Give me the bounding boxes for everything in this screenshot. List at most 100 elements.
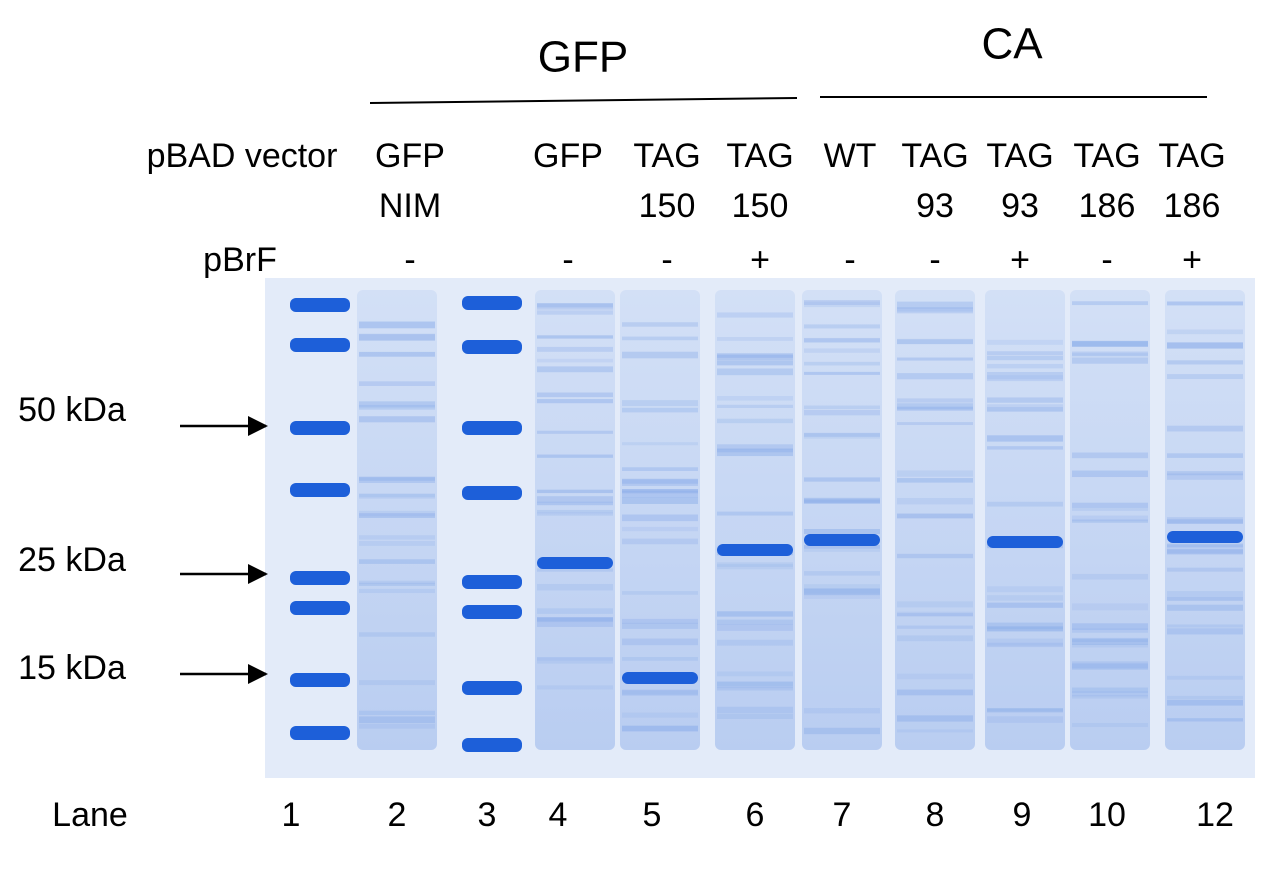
- vector-label: TAG: [901, 137, 968, 175]
- faint-band: [717, 404, 793, 409]
- faint-band: [897, 301, 973, 309]
- faint-band: [987, 355, 1063, 361]
- faint-band: [622, 725, 698, 732]
- faint-band: [897, 373, 973, 380]
- faint-band: [804, 544, 880, 549]
- faint-band: [359, 476, 435, 481]
- band: [462, 421, 522, 435]
- faint-band: [717, 418, 793, 424]
- faint-band: [622, 407, 698, 413]
- faint-band: [804, 584, 880, 590]
- faint-band: [717, 624, 793, 631]
- faint-band: [717, 312, 793, 318]
- faint-band: [359, 493, 435, 498]
- faint-band: [1167, 360, 1243, 365]
- band: [622, 672, 698, 684]
- faint-band: [359, 582, 435, 587]
- faint-band: [987, 586, 1063, 593]
- faint-band: [717, 564, 793, 570]
- faint-band: [987, 622, 1063, 629]
- faint-band: [359, 381, 435, 387]
- faint-band: [359, 680, 435, 686]
- faint-band: [987, 602, 1063, 608]
- faint-band: [1072, 603, 1148, 611]
- faint-band: [1072, 687, 1148, 693]
- faint-band: [987, 375, 1063, 382]
- faint-band: [987, 446, 1063, 450]
- faint-band: [1167, 700, 1243, 706]
- vector-label: 150: [732, 187, 789, 225]
- faint-band: [1072, 340, 1148, 347]
- lane-number: 1: [282, 796, 301, 834]
- faint-band: [1167, 543, 1243, 548]
- faint-band: [1072, 341, 1148, 347]
- faint-band: [622, 712, 698, 718]
- marker-label: 50 kDa: [18, 391, 126, 429]
- faint-band: [804, 528, 880, 535]
- faint-band: [1167, 597, 1243, 601]
- faint-band: [804, 497, 880, 503]
- faint-band: [1167, 519, 1243, 524]
- faint-band: [1072, 353, 1148, 357]
- faint-band: [987, 351, 1063, 356]
- band: [462, 605, 522, 619]
- faint-band: [804, 433, 880, 439]
- faint-band: [537, 310, 613, 315]
- faint-band: [359, 716, 435, 724]
- faint-band: [359, 559, 435, 564]
- faint-band: [987, 626, 1063, 631]
- faint-band: [537, 392, 613, 398]
- faint-band: [1167, 517, 1243, 524]
- faint-band: [622, 690, 698, 696]
- faint-band: [987, 363, 1063, 369]
- faint-band: [897, 729, 973, 733]
- faint-band: [987, 339, 1063, 345]
- faint-band: [1072, 515, 1148, 522]
- faint-band: [717, 713, 793, 719]
- vector-label: GFP: [375, 137, 445, 175]
- faint-band: [1072, 643, 1148, 648]
- gel-lane: [620, 290, 700, 750]
- faint-band: [717, 395, 793, 401]
- faint-band: [359, 580, 435, 585]
- faint-band: [987, 371, 1063, 377]
- faint-band: [897, 338, 973, 344]
- faint-band: [987, 435, 1063, 442]
- band: [290, 601, 350, 615]
- faint-band: [622, 336, 698, 341]
- faint-band: [359, 710, 435, 716]
- faint-band: [897, 513, 973, 519]
- faint-band: [1072, 722, 1148, 728]
- faint-band: [717, 448, 793, 453]
- faint-band: [897, 689, 973, 696]
- faint-band: [1167, 374, 1243, 380]
- faint-band: [897, 553, 973, 559]
- faint-band: [1167, 471, 1243, 476]
- lane-number: 8: [926, 796, 945, 834]
- gel-lane: [1070, 290, 1150, 750]
- faint-band: [717, 353, 793, 358]
- group-line: [369, 97, 798, 104]
- faint-band: [804, 477, 880, 482]
- band: [290, 571, 350, 585]
- faint-band: [622, 618, 698, 624]
- faint-band: [622, 526, 698, 532]
- pbrf-sign: -: [1101, 241, 1112, 279]
- faint-band: [1072, 452, 1148, 459]
- faint-band: [897, 497, 973, 505]
- faint-band: [804, 571, 880, 576]
- faint-band: [537, 568, 613, 572]
- faint-band: [717, 639, 793, 646]
- faint-band: [537, 657, 613, 661]
- band: [462, 340, 522, 354]
- faint-band: [1167, 567, 1243, 572]
- faint-band: [897, 673, 973, 680]
- faint-band: [359, 401, 435, 408]
- faint-band: [622, 479, 698, 486]
- faint-band: [717, 687, 793, 691]
- gel-lanes: [290, 290, 1245, 752]
- faint-band: [537, 454, 613, 458]
- faint-band: [1167, 425, 1243, 432]
- faint-band: [622, 689, 698, 695]
- pbrf-sign: +: [1010, 241, 1030, 279]
